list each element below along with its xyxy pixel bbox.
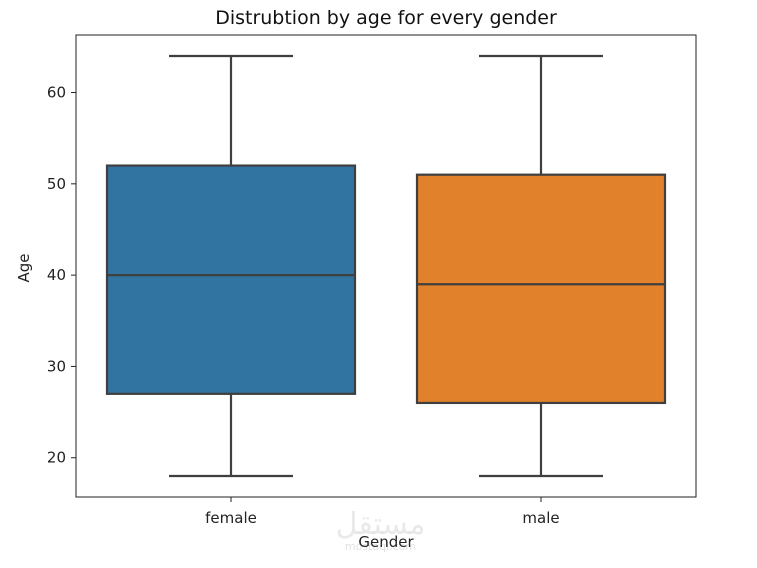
y-axis-label: Age: [15, 253, 33, 282]
y-tick-label-30: 30: [47, 357, 66, 375]
box-female: [105, 164, 357, 395]
x-axis-label: Gender: [358, 533, 414, 551]
y-tick-label-20: 20: [47, 449, 66, 467]
box-male: [415, 173, 667, 405]
x-tick-label-male: male: [522, 509, 559, 527]
x-tick-label-female: female: [205, 509, 257, 527]
y-tick-label-60: 60: [47, 84, 66, 102]
y-tick-label-40: 40: [47, 266, 66, 284]
y-tick-label-50: 50: [47, 175, 66, 193]
plot-area: female male 20 30 40 50 60: [47, 34, 697, 527]
chart-title: Distrubtion by age for every gender: [215, 7, 557, 29]
plot-frame: [75, 34, 697, 498]
